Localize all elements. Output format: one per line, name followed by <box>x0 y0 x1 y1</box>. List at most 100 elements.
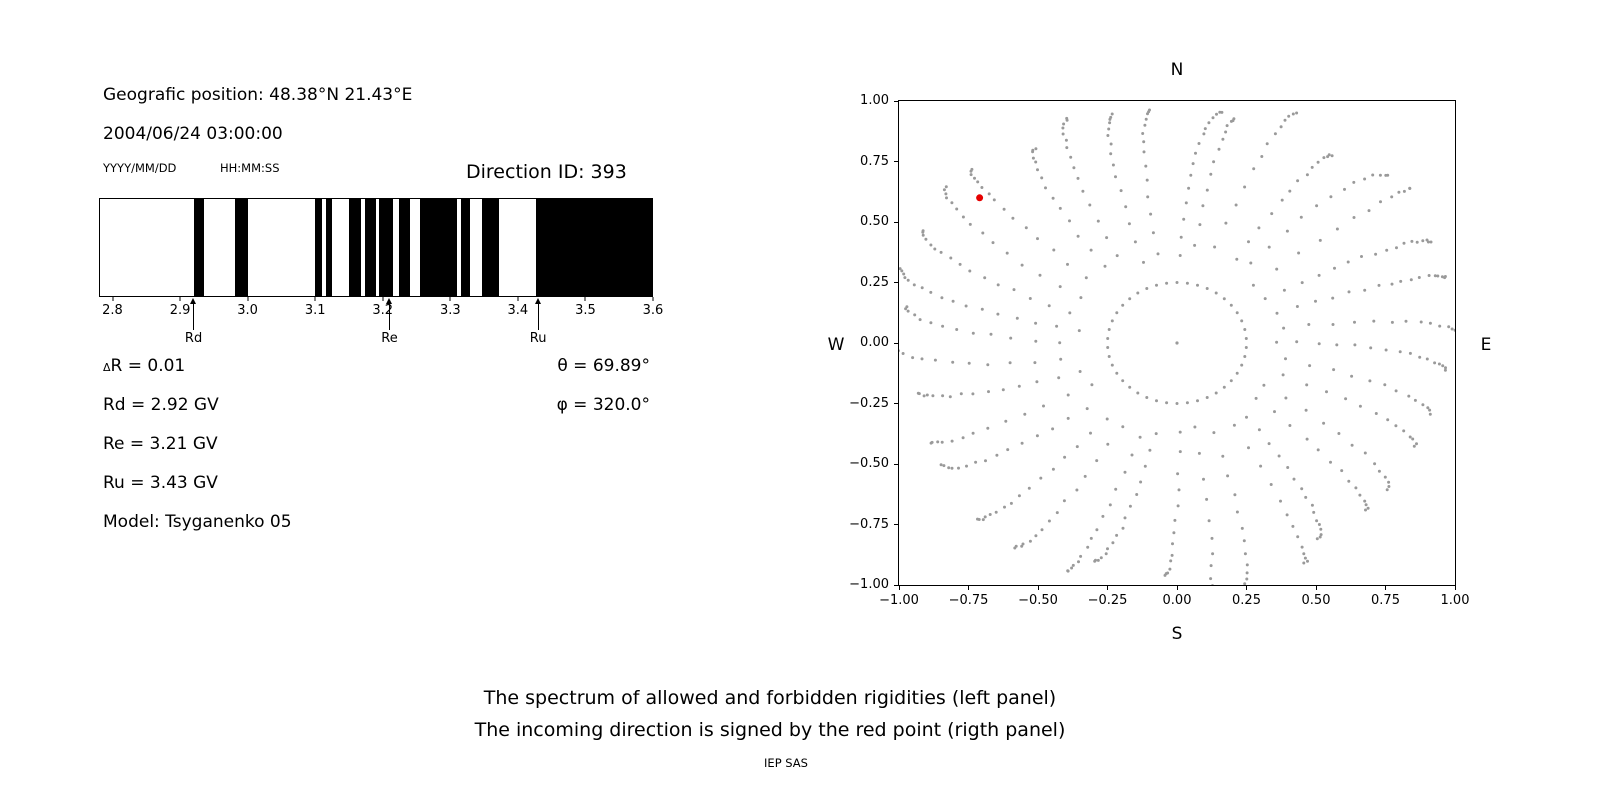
y-tick-mark <box>894 584 898 586</box>
y-tick-label: 0.50 <box>860 214 889 229</box>
x-tick-mark <box>1454 586 1456 590</box>
spectrum-x-tick-label: 3.0 <box>237 303 258 318</box>
allowed-band <box>365 199 376 296</box>
re-text: Re = 3.21 GV <box>103 434 218 454</box>
x-tick-label: −1.00 <box>879 593 919 608</box>
cutoff-marker-label: Rd <box>184 331 203 346</box>
y-tick-mark <box>894 342 898 344</box>
delta-r-text: ΔR = 0.01 <box>103 356 185 376</box>
spectrum-x-tick-mark <box>247 297 249 301</box>
y-tick-label: −0.50 <box>849 456 889 471</box>
allowed-band <box>482 199 499 296</box>
direction-scatter <box>899 108 1455 585</box>
spectrum-x-axis: 2.8 2.9 3.0 3.1 3.2 3.3 3.4 3.5 3.6 Rd Re Ru <box>99 297 663 361</box>
y-tick-label: −0.25 <box>849 395 889 411</box>
y-tick-mark <box>894 221 898 223</box>
spectrum-x-tick-mark <box>179 297 181 301</box>
allowed-band <box>326 199 332 296</box>
y-tick-mark <box>894 282 898 283</box>
x-tick-label: −0.75 <box>948 593 989 608</box>
spectrum-plot-area <box>99 198 653 297</box>
spectrum-x-tick-label: 2.9 <box>169 303 191 318</box>
compass-north-label: N <box>1170 60 1184 80</box>
x-tick-mark <box>1107 586 1108 590</box>
arrow-stem <box>193 302 195 330</box>
y-tick-mark <box>894 161 898 162</box>
spectrum-x-tick-label: 3.6 <box>642 303 664 318</box>
direction-plot-frame <box>894 100 1456 590</box>
caption-line-1: The spectrum of allowed and forbidden ri… <box>483 687 1057 709</box>
allowed-band <box>461 199 471 296</box>
up-arrow-icon <box>190 298 197 304</box>
x-tick-label: 0.50 <box>1301 593 1331 608</box>
x-tick-label: 0.25 <box>1232 593 1261 608</box>
delta-symbol: Δ <box>103 361 111 374</box>
caption-line-2: The incoming direction is signed by the … <box>474 719 1066 741</box>
x-tick-mark <box>1315 586 1317 590</box>
rigidity-spectrum-panel: 2.8 2.9 3.0 3.1 3.2 3.3 3.4 3.5 3.6 Rd Re Ru <box>99 198 663 361</box>
spectrum-x-tick-label: 3.1 <box>304 303 326 318</box>
compass-east-label: E <box>1480 335 1492 355</box>
spectrum-x-tick-label: 3.4 <box>507 303 529 318</box>
arrow-stem <box>389 302 390 330</box>
y-tick-label: −1.00 <box>849 577 889 592</box>
allowed-band <box>315 199 323 296</box>
allowed-band <box>379 199 394 296</box>
x-tick-label: −0.25 <box>1087 593 1128 608</box>
rd-text: Rd = 2.92 GV <box>103 395 219 415</box>
model-text: Model: Tsyganenko 05 <box>103 512 292 532</box>
x-tick-label: 1.00 <box>1440 593 1470 608</box>
y-tick-mark <box>894 463 898 465</box>
compass-south-label: S <box>1171 624 1183 644</box>
spectrum-x-tick-mark <box>314 297 316 301</box>
allowed-band <box>420 199 457 296</box>
x-tick-label: −0.50 <box>1018 593 1058 608</box>
compass-west-label: W <box>827 335 845 355</box>
y-tick-label: 0.75 <box>860 153 889 169</box>
spectrum-x-tick-mark <box>652 297 654 301</box>
y-axis-ticks: −1.00 −0.75 −0.50 −0.25 0.00 0.25 0.50 0.75 1.00 <box>849 93 895 592</box>
spectrum-x-tick-label: 2.8 <box>102 303 123 318</box>
theta-text: θ = 69.89° <box>557 356 650 376</box>
cutoff-marker-label: Re <box>381 331 398 346</box>
red-point <box>976 194 984 202</box>
y-tick-mark <box>894 100 898 102</box>
credit-text: IEP SAS <box>764 756 808 770</box>
spectrum-x-tick-label: 3.3 <box>439 303 461 318</box>
spectrum-x-tick-mark <box>584 297 586 301</box>
allowed-band <box>194 199 204 296</box>
delta-value: R = 0.01 <box>110 356 186 376</box>
y-tick-label: 1.00 <box>860 93 889 108</box>
spectrum-x-tick-mark <box>112 297 113 301</box>
x-tick-label: 0.00 <box>1162 593 1192 608</box>
y-tick-mark <box>894 524 898 525</box>
spectrum-x-tick-label: 3.2 <box>372 303 394 318</box>
spectrum-x-tick-mark <box>382 297 384 301</box>
x-tick-mark <box>1037 586 1039 590</box>
y-tick-label: 0.00 <box>860 335 889 350</box>
y-tick-label: −0.75 <box>849 516 889 532</box>
spectrum-x-tick-mark <box>517 297 519 301</box>
date-format-label: YYYY/MM/DD <box>103 161 177 175</box>
allowed-band <box>349 199 362 296</box>
spectrum-x-tick-label: 3.5 <box>575 303 596 318</box>
up-arrow-icon <box>386 298 392 304</box>
cutoff-marker-label: Ru <box>529 331 547 346</box>
x-tick-mark <box>1246 586 1247 590</box>
allowed-band <box>398 199 410 296</box>
x-tick-label: 0.75 <box>1371 593 1400 608</box>
trajectory-dots <box>899 108 1455 585</box>
spectrum-x-tick-mark <box>449 297 451 301</box>
geo-position-text: Geografic position: 48.38°N 21.43°E <box>103 85 413 105</box>
y-tick-label: 0.25 <box>860 274 889 290</box>
phi-text: φ = 320.0° <box>556 395 650 415</box>
allowed-band <box>235 199 249 296</box>
x-tick-mark <box>1385 586 1386 590</box>
arrow-stem <box>537 302 539 330</box>
x-axis-ticks: −1.00 −0.75 −0.50 −0.25 0.00 0.25 0.50 0.75 1.00 <box>879 593 1469 609</box>
x-tick-mark <box>1176 586 1178 590</box>
up-arrow-icon <box>534 298 541 304</box>
x-tick-mark <box>968 586 969 590</box>
allowed-band <box>535 199 652 296</box>
